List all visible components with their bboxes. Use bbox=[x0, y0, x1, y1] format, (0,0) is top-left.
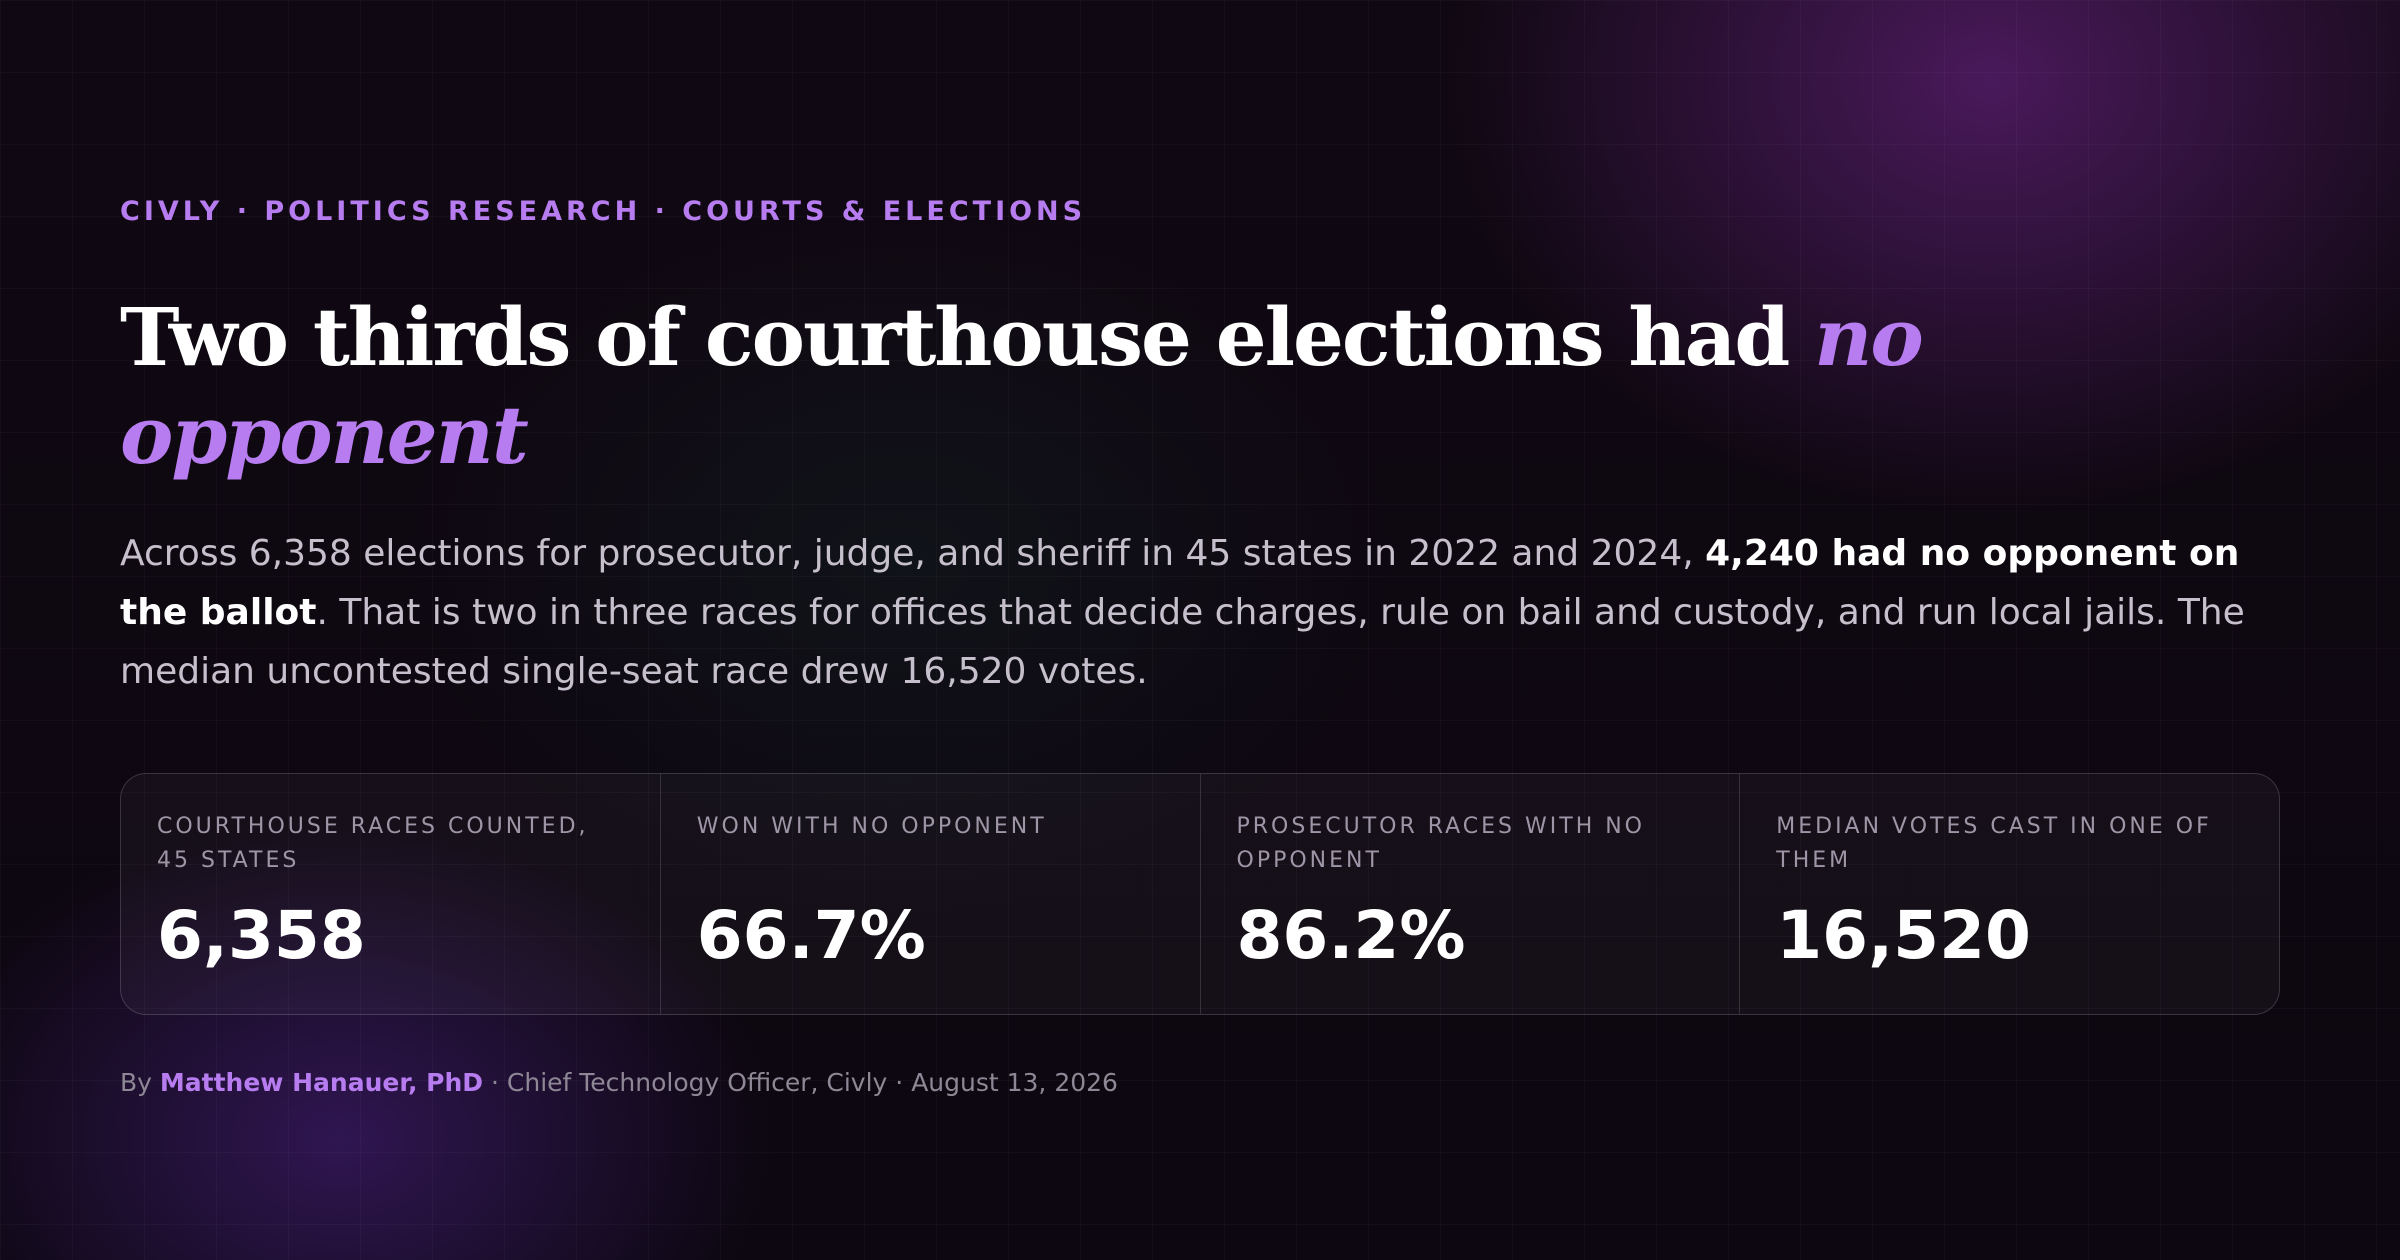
stats-panel: COURTHOUSE RACES COUNTED, 45 STATES 6,35… bbox=[120, 773, 2280, 1015]
stat-card-races-counted: COURTHOUSE RACES COUNTED, 45 STATES 6,35… bbox=[121, 774, 661, 1014]
byline-role-date: · Chief Technology Officer, Civly · Augu… bbox=[483, 1068, 1118, 1097]
headline-accent: no opponent bbox=[120, 290, 1924, 482]
stat-label: MEDIAN VOTES CAST IN ONE OF THEM bbox=[1776, 814, 2212, 873]
stat-label: WON WITH NO OPPONENT bbox=[696, 814, 1047, 839]
deck-highlight: 4,240 had no opponent on the ballot bbox=[120, 533, 2240, 633]
stat-card-median-votes: MEDIAN VOTES CAST IN ONE OF THEM 16,520 bbox=[1740, 774, 2279, 1014]
byline-prefix: By bbox=[120, 1068, 160, 1097]
stat-label: COURTHOUSE RACES COUNTED, 45 STATES bbox=[157, 814, 589, 873]
page-title: Two thirds of courthouse elections had n… bbox=[120, 288, 2180, 484]
headline-main: Two thirds of courthouse elections had bbox=[120, 290, 1815, 384]
byline: By Matthew Hanauer, PhD · Chief Technolo… bbox=[120, 1065, 2280, 1101]
deck-text-1: Across 6,358 elections for prosecutor, j… bbox=[120, 533, 1706, 574]
stat-card-prosecutor-no-opponent: PROSECUTOR RACES WITH NO OPPONENT 86.2% bbox=[1201, 774, 1741, 1014]
section-kicker: CIVLY · POLITICS RESEARCH · COURTS & ELE… bbox=[120, 196, 1087, 227]
stat-card-no-opponent: WON WITH NO OPPONENT 66.7% bbox=[661, 774, 1201, 1014]
stat-label: PROSECUTOR RACES WITH NO OPPONENT bbox=[1236, 814, 1645, 873]
stat-value: 16,520 bbox=[1776, 897, 2031, 974]
author-link[interactable]: Matthew Hanauer, PhD bbox=[159, 1068, 484, 1097]
stat-value: 66.7% bbox=[696, 897, 926, 974]
article-header: CIVLY · POLITICS RESEARCH · COURTS & ELE… bbox=[120, 192, 2280, 1101]
deck-text-2: . That is two in three races for offices… bbox=[120, 592, 2245, 692]
stat-value: 86.2% bbox=[1236, 897, 1466, 974]
stat-value: 6,358 bbox=[157, 897, 366, 974]
article-deck: Across 6,358 elections for prosecutor, j… bbox=[120, 524, 2280, 701]
